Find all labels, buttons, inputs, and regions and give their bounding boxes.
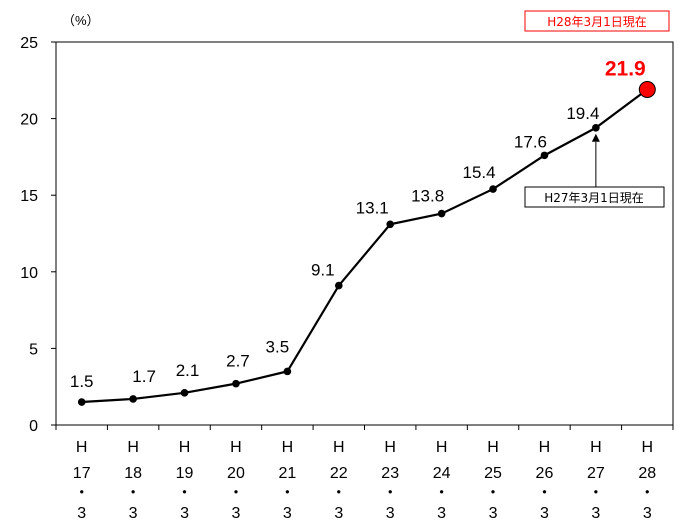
x-category-label: 26: [536, 465, 554, 482]
x-category-label: 18: [124, 465, 142, 482]
series-line: [81, 88, 648, 404]
x-category-label: 24: [433, 465, 451, 482]
data-label: 1.5: [70, 372, 94, 391]
x-category-label: 3: [129, 505, 138, 521]
data-point: [334, 281, 343, 290]
x-category-label: 3: [386, 505, 395, 521]
x-category-label: H: [487, 439, 499, 456]
x-category-label: 28: [638, 465, 656, 482]
data-label: 13.1: [356, 198, 389, 217]
data-point: [540, 151, 549, 160]
x-category-label: ・: [74, 485, 90, 502]
data-label: 2.1: [176, 361, 200, 380]
x-category-label: H: [127, 439, 139, 456]
data-label: 21.9: [605, 57, 646, 80]
x-category-label: H: [384, 439, 396, 456]
x-category-label: H: [642, 439, 654, 456]
x-category-label: ・: [588, 485, 604, 502]
x-category-label: 3: [77, 505, 86, 521]
data-label: 2.7: [226, 352, 250, 371]
data-point: [129, 395, 137, 403]
y-tick-label: 15: [20, 188, 38, 205]
data-label: 1.7: [132, 367, 156, 386]
x-category-label: 19: [176, 465, 194, 482]
x-category-label: 20: [227, 465, 245, 482]
x-category-label: 27: [587, 465, 605, 482]
data-point-highlight: [638, 80, 656, 98]
data-label: 9.1: [311, 261, 335, 280]
x-category-label: ・: [536, 485, 552, 502]
data-point: [437, 209, 446, 218]
y-tick-label: 20: [20, 112, 38, 129]
y-tick-label: 10: [20, 265, 38, 282]
data-label: 13.8: [411, 187, 444, 206]
x-category-label: 3: [283, 505, 292, 521]
x-category-label: ・: [228, 485, 244, 502]
x-category-label: ・: [279, 485, 295, 502]
x-category-label: H: [76, 439, 88, 456]
previous-date-note: H27年3月1日現在: [544, 191, 644, 205]
x-category-label: 3: [232, 505, 241, 521]
x-category-label: ・: [125, 485, 141, 502]
x-category-label: 3: [643, 505, 652, 521]
x-category-label: 3: [489, 505, 498, 521]
data-point: [77, 398, 86, 406]
x-category-label: 17: [73, 465, 91, 482]
data-point: [283, 367, 292, 376]
data-point: [232, 379, 240, 388]
data-label: 17.6: [514, 132, 547, 151]
x-category-label: H: [590, 439, 602, 456]
y-unit-label: （%）: [62, 13, 100, 28]
y-tick-label: 25: [20, 35, 38, 52]
arrow-head-icon: [591, 133, 600, 142]
data-point: [489, 185, 497, 193]
x-category-label: ・: [485, 485, 501, 502]
data-point: [386, 220, 395, 229]
x-category-label: 21: [278, 465, 296, 482]
previous-date-note-box: [524, 186, 665, 208]
x-category-label: 25: [484, 465, 502, 482]
data-point: [180, 389, 189, 397]
x-category-label: 3: [591, 505, 600, 521]
x-category-label: 22: [330, 465, 348, 482]
data-label: 19.4: [566, 104, 599, 123]
x-category-label: 23: [381, 465, 399, 482]
x-category-label: ・: [331, 485, 347, 502]
x-category-label: ・: [382, 485, 398, 502]
x-category-label: H: [282, 439, 294, 456]
x-category-label: 3: [334, 505, 343, 521]
x-category-label: 3: [437, 505, 446, 521]
x-category-label: H: [436, 439, 448, 456]
x-category-label: H: [179, 439, 191, 456]
current-date-note-box: [524, 10, 670, 32]
y-tick-label: 5: [29, 341, 38, 358]
data-label: 15.4: [462, 163, 495, 182]
current-date-note: H28年3月1日現在: [547, 15, 647, 29]
x-category-label: ・: [434, 485, 450, 502]
x-category-label: 3: [540, 505, 549, 521]
data-label: 3.5: [266, 337, 290, 356]
x-category-label: ・: [177, 485, 193, 502]
y-tick-label: 0: [29, 418, 38, 435]
x-category-label: H: [230, 439, 242, 456]
x-category-label: 3: [180, 505, 189, 521]
x-category-label: H: [539, 439, 551, 456]
x-category-label: H: [333, 439, 345, 456]
x-category-label: ・: [639, 485, 655, 502]
data-point: [592, 123, 600, 132]
